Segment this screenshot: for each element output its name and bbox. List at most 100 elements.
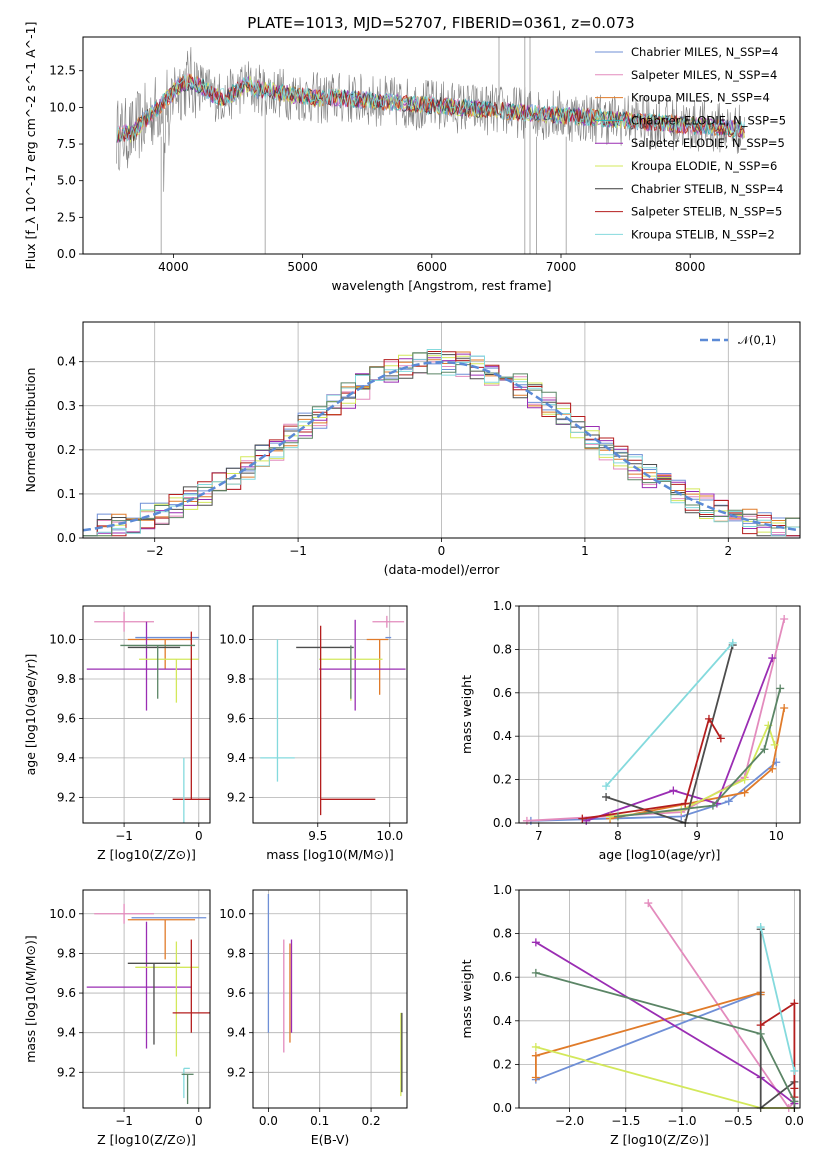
mass-weight-point — [578, 814, 587, 823]
legend-label: Chabrier STELIB, N_SSP=4 — [631, 182, 783, 196]
x-tick-label: −1.5 — [611, 1114, 640, 1128]
mass-weight-point — [531, 968, 540, 977]
mass-weight-series — [582, 716, 722, 820]
model-spectrum — [116, 77, 745, 143]
errorbar-point — [127, 919, 196, 960]
y-tick-label: 0.8 — [493, 642, 512, 656]
x-tick-label: 0.2 — [362, 1114, 381, 1128]
x-tick-label: 6000 — [417, 260, 448, 274]
y-tick-label: 7.5 — [57, 137, 76, 151]
mass-weight-point — [602, 792, 611, 801]
x-axis-label: wavelength [Angstrom, rest frame] — [331, 278, 551, 293]
x-axis-label: E(B-V) — [311, 1132, 350, 1147]
mass-weight-series — [760, 1001, 796, 1098]
mass-weight-point — [790, 1066, 799, 1075]
x-tick-label: 8000 — [675, 260, 706, 274]
legend-label: Kroupa MILES, N_SSP=4 — [631, 91, 770, 105]
x-tick-label: −2 — [146, 544, 164, 558]
y-tick-label: 10.0 — [49, 633, 76, 647]
y-tick-label: 9.2 — [227, 1065, 246, 1079]
y-tick-label: 9.4 — [57, 751, 76, 765]
mass-weight-point — [756, 1029, 765, 1038]
y-tick-label: 0.2 — [493, 773, 512, 787]
y-axis-label: Normed distribution — [23, 368, 38, 493]
y-tick-label: 9.6 — [227, 711, 246, 725]
x-tick-label: 0.1 — [310, 1114, 329, 1128]
mass-weight-series — [535, 991, 762, 1081]
errorbar-point — [120, 644, 196, 699]
mass-weight-point — [780, 615, 789, 624]
errorbars — [260, 615, 406, 816]
errorbar-point — [183, 1067, 190, 1099]
legend-label: Kroupa ELODIE, N_SSP=6 — [631, 159, 777, 173]
errorbars — [86, 903, 210, 1105]
errorbar-point — [127, 638, 192, 670]
y-axis-label: mass weight — [459, 959, 474, 1038]
mass-weight-point — [780, 703, 789, 712]
y-tick-label: 0.6 — [493, 970, 512, 984]
y-tick-label: 0.4 — [493, 729, 512, 743]
legend-label: Kroupa STELIB, N_SSP=2 — [631, 227, 775, 241]
errorbar-point — [135, 941, 199, 1057]
x-tick-label: 4000 — [158, 260, 189, 274]
mass-weight-point — [756, 923, 765, 932]
mass-vs-ebv-panel: 0.0 0.1 0.2 9.2 9.4 9.6 9.8 10.0 E(B-V) — [219, 889, 408, 1147]
y-tick-label: 10.0 — [219, 633, 246, 647]
mass-weight-point — [756, 1021, 765, 1030]
errorbar-point — [172, 939, 210, 1033]
axes-frame — [82, 605, 211, 824]
mass-weight-point — [531, 1051, 540, 1060]
errorbar-point — [94, 611, 154, 632]
y-tick-label: 0.3 — [57, 399, 76, 413]
x-tick-label: 10.0 — [376, 829, 403, 843]
x-tick-label: 2 — [724, 544, 732, 558]
y-tick-label: 9.2 — [227, 790, 246, 804]
y-tick-label: 10.0 — [49, 907, 76, 921]
y-tick-label: 0.4 — [493, 1014, 512, 1028]
mass-weight-point — [602, 782, 611, 791]
x-tick-label: 1 — [581, 544, 589, 558]
mass-weight-point — [790, 1097, 799, 1106]
y-tick-label: 9.6 — [57, 711, 76, 725]
mass-weight-vs-age-panel: 7 8 9 10 0.0 0.2 0.4 0.6 0.8 1.0 age [log10(age/yr… — [459, 599, 801, 862]
y-tick-label: 0.4 — [57, 355, 76, 369]
y-tick-label: 9.4 — [57, 1026, 76, 1040]
spectrum-panel: PLATE=1013, MJD=52707, FIBERID=0361, z=0… — [23, 14, 801, 293]
legend-label: Salpeter STELIB, N_SSP=5 — [631, 205, 782, 219]
errorbars — [86, 611, 210, 823]
y-tick-label: 9.6 — [57, 986, 76, 1000]
errorbar-point — [372, 615, 405, 628]
age-vs-mass-panel: 9.5 10.0 9.2 9.4 9.6 9.8 10.0 mass [log10(M/M⊙)… — [219, 605, 408, 862]
mass-weight-series — [605, 644, 734, 825]
mass-vs-z-panel: −1 0 9.2 9.4 9.6 9.8 10.0 Z [log10(Z/Z⊙)] mass [… — [23, 889, 211, 1147]
x-axis-label: Z [log10(Z/Z⊙)] — [610, 1132, 709, 1147]
mass-weight-series — [535, 1046, 795, 1109]
mass-weight-point — [613, 812, 622, 821]
x-tick-label: −1 — [115, 829, 133, 843]
y-tick-label: 0.8 — [493, 927, 512, 941]
errorbar-point — [260, 639, 295, 782]
errorbar-point — [86, 921, 192, 1049]
x-tick-label: 10 — [769, 829, 784, 843]
mass-weight-point — [790, 1084, 799, 1093]
legend-label: Salpeter ELODIE, N_SSP=5 — [631, 136, 785, 150]
mass-weight-point — [531, 1042, 540, 1051]
errorbar-point — [181, 1073, 194, 1105]
mass-weight-point — [704, 714, 713, 723]
errorbar-point — [172, 631, 210, 800]
mass-weight-point — [728, 638, 737, 647]
axes-frame — [252, 605, 408, 824]
mass-weight-point — [768, 764, 777, 773]
y-tick-label: 9.4 — [227, 751, 246, 765]
mass-weight-series — [617, 688, 782, 818]
y-tick-label: 9.8 — [57, 672, 76, 686]
y-tick-label: 9.8 — [227, 946, 246, 960]
legend-label: Chabrier ELODIE, N_SSP=5 — [631, 113, 786, 127]
y-axis-label: mass [log10(M/M⊙)] — [23, 935, 38, 1063]
y-tick-label: 1.0 — [493, 599, 512, 613]
errorbars — [267, 893, 403, 1097]
errorbar-point — [86, 621, 192, 711]
residual-histogram-panel: −2 −1 0 1 2 0.0 0.1 0.2 0.3 0.4 (data-model)/error… — [23, 321, 801, 577]
y-tick-label: 0.0 — [57, 247, 76, 261]
